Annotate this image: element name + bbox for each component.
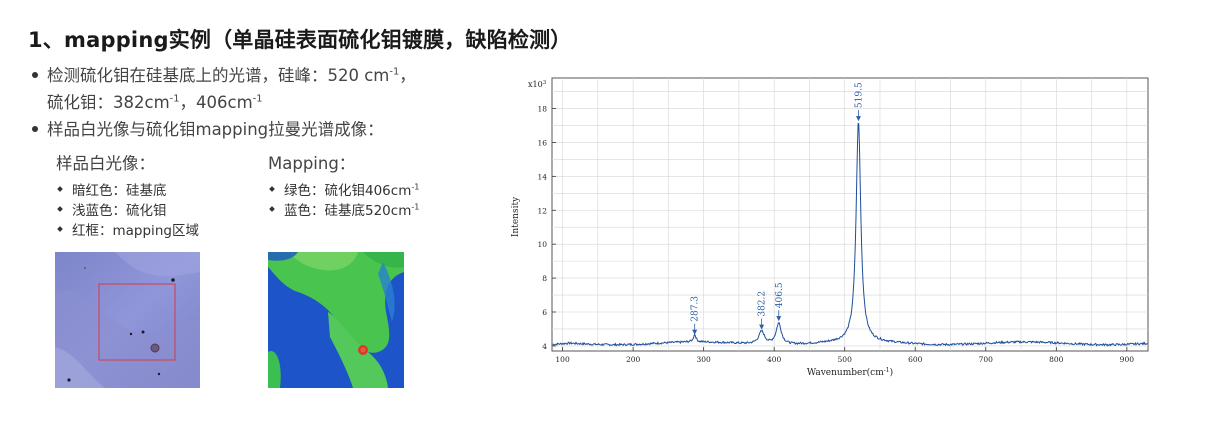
superscript: -1 [252,93,263,105]
mapping-item: 绿色：硫化钼406cm-1 [269,179,420,199]
white-light-item: 暗红色：硅基底 [57,179,167,199]
bullet-text: 硫化钼：382cm [47,93,170,112]
diamond-bullet [57,206,63,212]
diamond-bullet [57,226,63,232]
y-tick-label: 6 [542,308,547,317]
y-axis-label: Intensity [511,196,521,237]
x-tick-label: 500 [838,355,853,364]
peak-arrowhead [855,116,861,122]
superscript: -1 [411,201,420,212]
spectrum-line [552,122,1148,347]
page-title: 1、mapping实例（单晶硅表面硫化钼镀膜，缺陷检测） [28,28,572,52]
diamond-bullet [57,186,63,192]
x-axis-label: Wavenumber(cm-1) [807,367,893,378]
peak-arrowhead [759,324,765,330]
bullet-detect-spectrum: 检测硫化钼在硅基底上的光谱，硅峰：520 cm-1， [32,62,416,86]
raman-spectrum-chart: 100 200 300 400 500 600 700 800 900 4 6 8 10 12 14 16 18… [500,72,1160,382]
mapping-image [268,252,404,388]
peak-label: 406.5 [775,282,785,308]
y-tick-label: 12 [537,206,547,215]
y-tick-label: 4 [542,342,547,351]
item-text: 红框：mapping区域 [72,223,199,239]
diamond-bullet [269,206,275,212]
bullet-text: 样品白光像与硫化钼mapping拉曼光谱成像： [47,120,384,139]
x-tick-label: 300 [696,355,711,364]
peak-arrowhead [776,316,782,322]
x-tick-label: 600 [908,355,923,364]
diamond-bullet [269,186,275,192]
superscript: -1 [169,93,180,105]
bullet-mos2-peaks: 硫化钼：382cm-1，406cm-1 [47,89,263,113]
x-tick-label: 100 [555,355,570,364]
superscript: -1 [411,181,420,192]
x-tick-label: 200 [626,355,641,364]
bullet-text: ，406cm [179,93,253,112]
item-text: 绿色：硫化钼406cm [284,183,412,199]
y-tick-label: 16 [537,138,547,147]
white-light-item: 浅蓝色：硫化钼 [57,199,167,219]
superscript: -1 [389,66,400,78]
y-multiplier: x103 [528,80,547,89]
ticks: 100 200 300 400 500 600 700 800 900 4 6 8 10 12 14 16 18 [537,105,1134,364]
x-tick-label: 700 [979,355,994,364]
peak-annotations: 287.3 382.2 406.5 519.5 [691,82,864,335]
chart-svg: 100 200 300 400 500 600 700 800 900 4 6 8 10 12 14 16 18… [511,77,1149,378]
bullet-dot [32,71,38,78]
y-tick-label: 14 [537,172,547,181]
item-text: 蓝色：硅基底520cm [284,203,412,219]
x-tick-label: 400 [767,355,782,364]
peak-arrowhead [692,329,698,335]
bullet-dot [32,125,38,132]
white-light-heading: 样品白光像： [56,154,155,173]
y-tick-label: 10 [537,240,547,249]
plot-area [551,77,1149,352]
bullet-text: 检测硫化钼在硅基底上的光谱，硅峰：520 cm [47,66,390,85]
x-tick-label: 800 [1049,355,1064,364]
bullet-imaging: 样品白光像与硫化钼mapping拉曼光谱成像： [32,116,384,140]
white-light-image [55,252,200,388]
grid [552,78,1148,351]
y-tick-label: 18 [537,105,547,114]
peak-label: 287.3 [691,296,701,322]
mapping-item: 蓝色：硅基底520cm-1 [269,199,420,219]
peak-label: 382.2 [758,291,768,317]
mapping-heading: Mapping： [268,154,356,173]
white-light-item: 红框：mapping区域 [57,219,199,239]
item-text: 暗红色：硅基底 [72,183,167,199]
y-tick-label: 8 [542,274,547,283]
x-tick-label: 900 [1120,355,1135,364]
item-text: 浅蓝色：硫化钼 [72,203,167,219]
bullet-text-end: ， [399,66,416,85]
peak-label: 519.5 [854,82,864,108]
